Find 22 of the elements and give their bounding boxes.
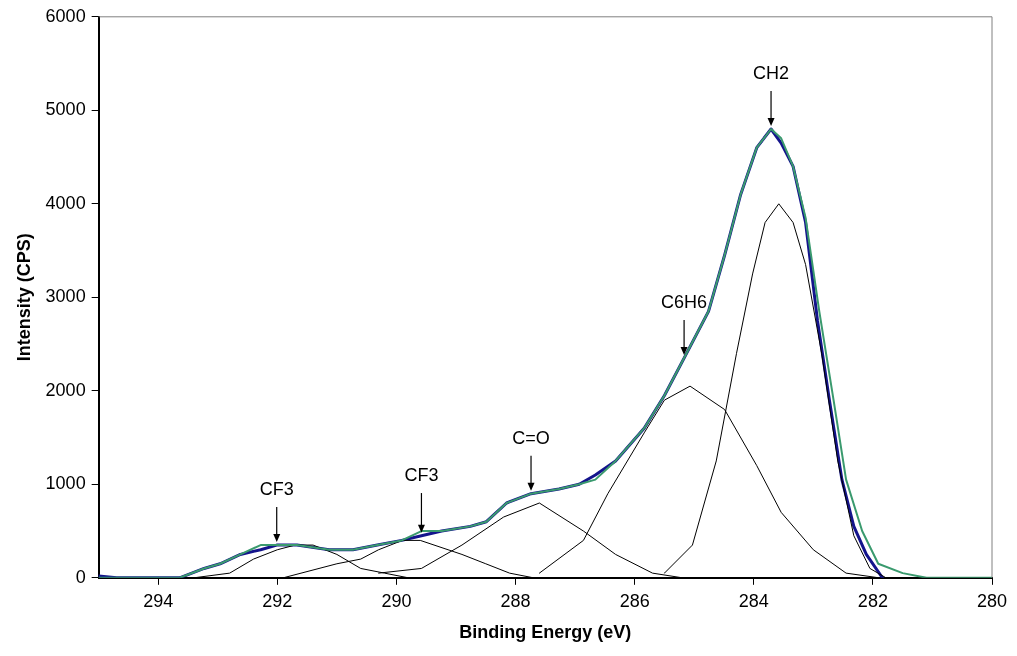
x-tick-label: 288 bbox=[500, 590, 531, 611]
y-tick-label: 1000 bbox=[45, 473, 86, 494]
y-tick-label: 5000 bbox=[45, 99, 86, 120]
y-tick-label: 3000 bbox=[45, 286, 86, 307]
y-tick-label: 6000 bbox=[45, 5, 86, 26]
x-tick-label: 290 bbox=[381, 590, 412, 611]
x-tick-label: 280 bbox=[976, 590, 1008, 611]
annotation: CF3 bbox=[259, 479, 294, 500]
y-tick-label: 0 bbox=[75, 566, 86, 587]
annotation: C=O bbox=[512, 427, 550, 448]
y-tick-label: 2000 bbox=[45, 379, 86, 400]
x-tick-label: 282 bbox=[857, 590, 888, 611]
x-tick-label: 294 bbox=[143, 590, 174, 611]
annotation: CH2 bbox=[753, 62, 790, 83]
x-tick-label: 292 bbox=[262, 590, 293, 611]
x-axis-title: Binding Energy (eV) bbox=[459, 622, 632, 643]
x-tick-label: 286 bbox=[619, 590, 650, 611]
x-tick-label: 284 bbox=[738, 590, 769, 611]
y-tick-label: 4000 bbox=[45, 192, 86, 213]
y-axis-title: Intensity (CPS) bbox=[13, 233, 34, 362]
annotation: CF3 bbox=[404, 465, 439, 486]
annotation: C6H6 bbox=[661, 292, 708, 313]
